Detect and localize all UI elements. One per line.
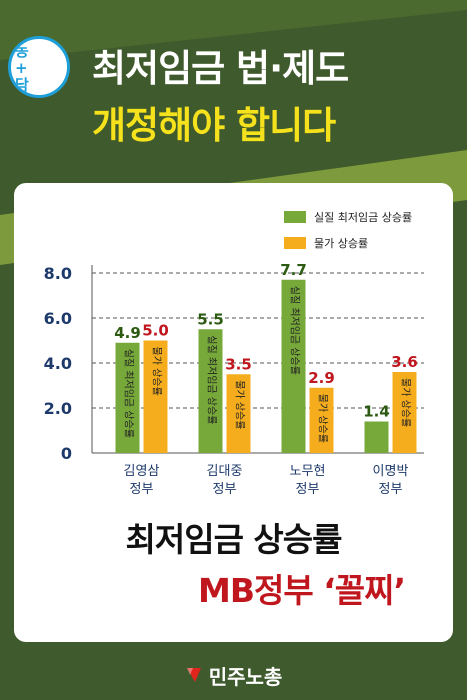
x-tick-label: 정부 bbox=[213, 482, 237, 497]
bar-inside-label: 물가 상승률 bbox=[151, 347, 163, 396]
x-tick-label: 이명박 bbox=[373, 464, 409, 479]
x-tick-label: 정부 bbox=[130, 482, 154, 497]
bar-inside-label: 실질 최저임금 상승률 bbox=[289, 286, 302, 375]
bar-inside-label: 물가 상승률 bbox=[400, 378, 412, 427]
bottom-title-line1: 최저임금 상승률 bbox=[125, 520, 342, 559]
footer: 민주노총 bbox=[0, 660, 467, 690]
legend-label: 물가 상승률 bbox=[314, 237, 369, 250]
chart-legend: 실질 최저임금 상승률 물가 상승률 bbox=[284, 207, 412, 259]
bar-wage bbox=[364, 421, 389, 453]
bar-inside-label: 실질 최저임금 상승률 bbox=[123, 349, 136, 438]
x-tick-label: 정부 bbox=[379, 482, 403, 497]
y-tick-label: 8.0 bbox=[44, 264, 72, 283]
bar-price bbox=[143, 340, 168, 453]
bar-wage bbox=[198, 329, 223, 453]
legend-item-price: 물가 상승률 bbox=[284, 233, 412, 253]
x-tick-label: 정부 bbox=[296, 482, 320, 497]
legend-item-wage: 실질 최저임금 상승률 bbox=[284, 207, 412, 227]
bar-value-label: 2.9 bbox=[308, 369, 335, 387]
brand-logo: 농 + 담 bbox=[8, 36, 70, 98]
bar-value-label: 7.7 bbox=[280, 261, 307, 279]
logo-glyph: 담 bbox=[15, 76, 29, 94]
logo-glyph: 농 bbox=[15, 42, 29, 60]
headline-line2: 개정해야 합니다 bbox=[92, 104, 336, 147]
x-tick-label: 노무현 bbox=[290, 464, 326, 479]
y-tick-label: 0 bbox=[61, 444, 72, 463]
y-tick-label: 2.0 bbox=[44, 399, 72, 418]
bar-chart: 0 2.0 4.0 6.0 8.0 4.9 실질 최저임금 상승률 5.0 물가 상승률김영삼정… bbox=[44, 261, 424, 497]
bar-price bbox=[392, 372, 417, 453]
legend-label: 실질 최저임금 상승률 bbox=[314, 211, 413, 224]
bar-value-label: 3.5 bbox=[225, 355, 252, 373]
bar-inside-label: 물가 상승률 bbox=[234, 380, 246, 429]
x-tick-label: 김대중 bbox=[207, 464, 243, 479]
legend-swatch-price bbox=[284, 237, 306, 249]
bar-wage bbox=[115, 342, 140, 453]
bar-value-label: 1.4 bbox=[363, 403, 390, 421]
bar-price bbox=[309, 387, 334, 453]
y-tick-label: 6.0 bbox=[44, 309, 72, 328]
bar-wage bbox=[281, 279, 306, 453]
org-logo-icon bbox=[185, 666, 203, 684]
bar-value-label: 5.0 bbox=[142, 322, 169, 340]
bar-value-label: 3.6 bbox=[391, 353, 418, 371]
bar-value-label: 4.9 bbox=[114, 324, 141, 342]
x-tick-label: 김영삼 bbox=[124, 464, 160, 479]
bar-value-label: 5.5 bbox=[197, 310, 224, 328]
bottom-title-line2: MB정부 ‘꼴찌’ bbox=[198, 571, 406, 610]
legend-swatch-wage bbox=[284, 211, 306, 223]
bar-price bbox=[226, 374, 251, 453]
headline-line1: 최저임금 법·제도 bbox=[92, 47, 349, 90]
logo-glyph: + bbox=[15, 59, 28, 77]
bar-inside-label: 실질 최저임금 상승률 bbox=[206, 335, 219, 424]
logo-glyphs: 농 + 담 bbox=[15, 43, 49, 94]
org-name: 민주노총 bbox=[208, 664, 283, 689]
bar-inside-label: 물가 상승률 bbox=[317, 394, 329, 443]
y-tick-label: 4.0 bbox=[44, 354, 72, 373]
